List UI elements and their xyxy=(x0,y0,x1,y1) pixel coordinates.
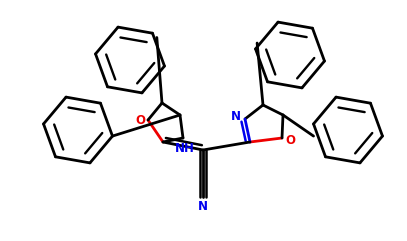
Text: NH: NH xyxy=(175,141,195,154)
Text: N: N xyxy=(231,111,241,123)
Text: N: N xyxy=(198,200,208,213)
Text: O: O xyxy=(285,134,295,147)
Text: O: O xyxy=(135,114,145,127)
